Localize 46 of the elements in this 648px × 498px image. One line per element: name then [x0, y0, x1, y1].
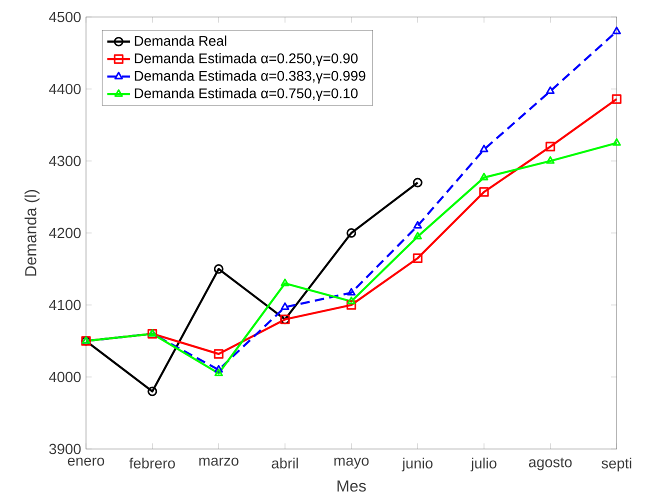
x-tick-label: mayo [334, 458, 369, 469]
y-tick-label: 4000 [49, 372, 81, 382]
point [214, 368, 223, 376]
point [412, 178, 422, 188]
y-tick-label: 4400 [49, 84, 81, 94]
x-tick-label: enero [68, 458, 104, 466]
point [480, 144, 488, 152]
legend-label: Demanda Real [134, 36, 226, 46]
legend-label: Demanda Estimada α=0.383,γ=0.999 [134, 70, 366, 84]
y-tick-label: 4100 [49, 300, 81, 310]
point [413, 232, 422, 240]
x-tick-label: abril [272, 458, 298, 468]
point [612, 26, 621, 34]
legend-label: Demanda Estimada α=0.250,γ=0.90 [134, 53, 358, 66]
point [612, 138, 621, 146]
x-tick-label: agosto [528, 458, 572, 470]
point [612, 94, 622, 104]
point [214, 264, 224, 274]
point [280, 302, 290, 310]
y-tick-label: 4200 [49, 228, 81, 238]
x-tick-label: junio [402, 458, 433, 472]
x-axis-title: Mes [338, 480, 366, 492]
x-tick-label: marzo [199, 458, 238, 466]
point [214, 364, 223, 373]
point [347, 288, 356, 296]
point [412, 253, 422, 263]
point [546, 86, 555, 94]
point [346, 300, 356, 310]
y-axis-title: Demanda (l) [24, 190, 40, 276]
point [480, 172, 488, 180]
point [546, 156, 555, 164]
x-tick-label: septi [602, 458, 632, 472]
point [479, 187, 489, 197]
y-tick-label: 4300 [49, 156, 81, 166]
point [413, 220, 422, 229]
point [347, 296, 356, 304]
x-tick-label: febrero [129, 458, 175, 468]
legend-label: Demanda Estimada α=0.750,γ=0.10 [134, 88, 358, 102]
point [346, 228, 356, 238]
y-tick-label: 3900 [49, 444, 81, 454]
point [148, 386, 158, 396]
point [280, 278, 290, 286]
x-tick-label: julio [470, 458, 496, 472]
point [546, 142, 556, 152]
y-tick-label: 4500 [49, 12, 81, 22]
point [214, 349, 224, 359]
